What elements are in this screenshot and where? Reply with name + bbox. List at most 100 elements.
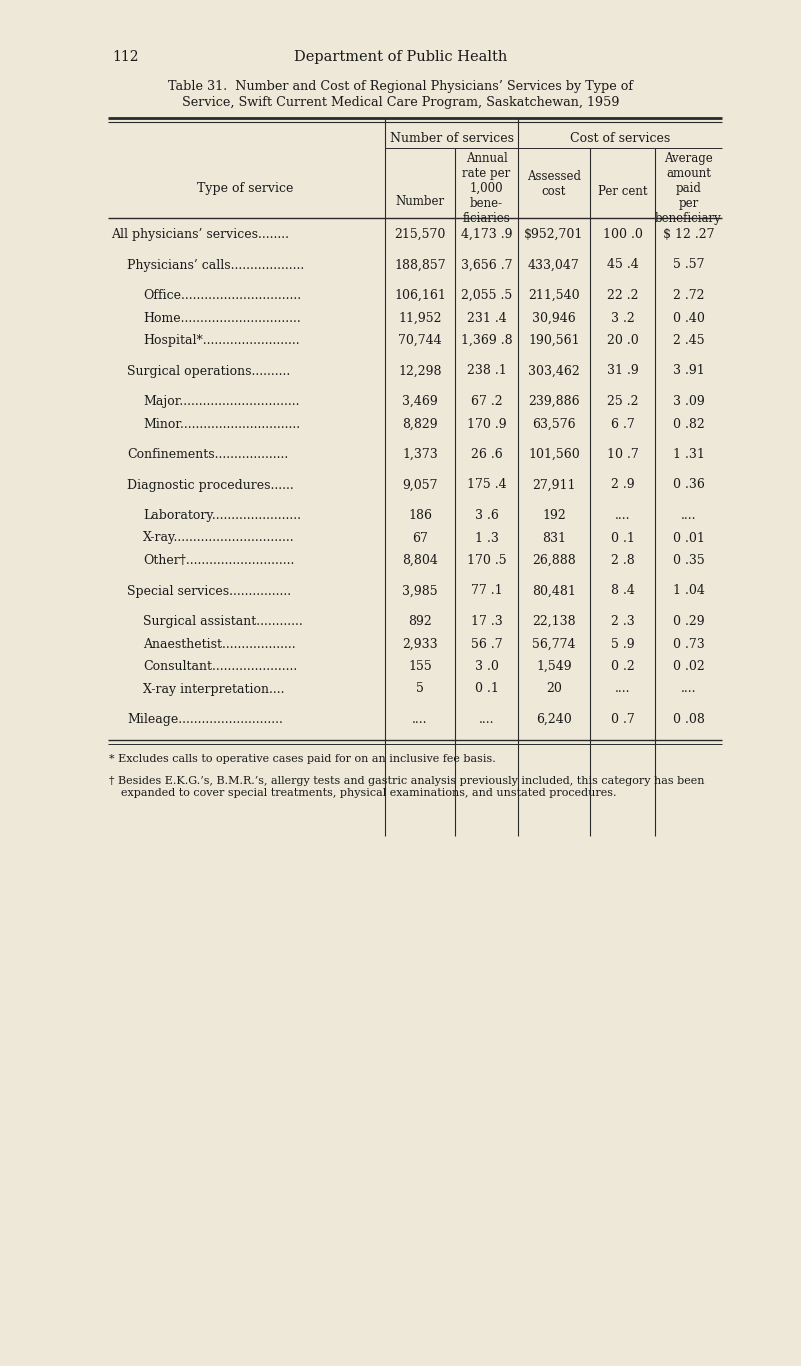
Text: 6,240: 6,240 bbox=[536, 713, 572, 725]
Text: Type of service: Type of service bbox=[197, 182, 293, 195]
Text: 25 .2: 25 .2 bbox=[606, 395, 638, 408]
Text: Service, Swift Current Medical Care Program, Saskatchewan, 1959: Service, Swift Current Medical Care Prog… bbox=[183, 96, 620, 109]
Text: 239,886: 239,886 bbox=[528, 395, 580, 408]
Text: 190,561: 190,561 bbox=[528, 335, 580, 347]
Text: Office...............................: Office............................... bbox=[143, 290, 301, 302]
Text: Anaesthetist...................: Anaesthetist................... bbox=[143, 638, 296, 650]
Text: 1 .04: 1 .04 bbox=[673, 585, 704, 597]
Text: Assessed
cost: Assessed cost bbox=[527, 169, 581, 198]
Text: 0 .7: 0 .7 bbox=[610, 713, 634, 725]
Text: 10 .7: 10 .7 bbox=[606, 448, 638, 460]
Text: 303,462: 303,462 bbox=[528, 365, 580, 377]
Text: $952,701: $952,701 bbox=[525, 228, 584, 240]
Text: Mileage...........................: Mileage........................... bbox=[127, 713, 283, 725]
Text: 5 .57: 5 .57 bbox=[673, 258, 704, 272]
Text: Home...............................: Home............................... bbox=[143, 311, 300, 325]
Text: 175 .4: 175 .4 bbox=[467, 478, 506, 492]
Text: 31 .9: 31 .9 bbox=[606, 365, 638, 377]
Text: 3 .09: 3 .09 bbox=[673, 395, 704, 408]
Text: 0 .35: 0 .35 bbox=[673, 555, 704, 567]
Text: 17 .3: 17 .3 bbox=[471, 615, 502, 628]
Text: ....: .... bbox=[614, 683, 630, 695]
Text: 188,857: 188,857 bbox=[394, 258, 446, 272]
Text: 0 .40: 0 .40 bbox=[673, 311, 704, 325]
Text: † Besides E.K.G.’s, B.M.R.’s, allergy tests and gastric analysis previously incl: † Besides E.K.G.’s, B.M.R.’s, allergy te… bbox=[109, 776, 705, 785]
Text: 433,047: 433,047 bbox=[528, 258, 580, 272]
Text: 56,774: 56,774 bbox=[532, 638, 576, 650]
Text: Major...............................: Major............................... bbox=[143, 395, 300, 408]
Text: ....: .... bbox=[681, 683, 696, 695]
Text: 211,540: 211,540 bbox=[528, 290, 580, 302]
Text: 892: 892 bbox=[409, 615, 432, 628]
Text: 0 .73: 0 .73 bbox=[673, 638, 704, 650]
Text: Physicians’ calls...................: Physicians’ calls................... bbox=[127, 258, 304, 272]
Text: ....: .... bbox=[614, 510, 630, 522]
Text: 8,829: 8,829 bbox=[402, 418, 438, 430]
Text: 2 .72: 2 .72 bbox=[673, 290, 704, 302]
Text: 112: 112 bbox=[112, 51, 139, 64]
Text: 80,481: 80,481 bbox=[532, 585, 576, 597]
Text: Consultant......................: Consultant...................... bbox=[143, 660, 297, 673]
Text: 0 .36: 0 .36 bbox=[673, 478, 704, 492]
Text: Other†............................: Other†............................ bbox=[143, 555, 295, 567]
Text: 8,804: 8,804 bbox=[402, 555, 438, 567]
Text: 3,985: 3,985 bbox=[402, 585, 438, 597]
Text: 77 .1: 77 .1 bbox=[471, 585, 502, 597]
Text: Table 31.  Number and Cost of Regional Physicians’ Services by Type of: Table 31. Number and Cost of Regional Ph… bbox=[168, 81, 634, 93]
Text: Special services................: Special services................ bbox=[127, 585, 291, 597]
Text: 11,952: 11,952 bbox=[398, 311, 441, 325]
Text: 101,560: 101,560 bbox=[528, 448, 580, 460]
Text: 155: 155 bbox=[409, 660, 432, 673]
Text: 30,946: 30,946 bbox=[532, 311, 576, 325]
Text: 2,933: 2,933 bbox=[402, 638, 438, 650]
Text: Annual
rate per
1,000
bene-
ficiaries: Annual rate per 1,000 bene- ficiaries bbox=[462, 152, 510, 225]
Text: 3 .91: 3 .91 bbox=[673, 365, 704, 377]
Text: Per cent: Per cent bbox=[598, 184, 647, 198]
Text: 0 .1: 0 .1 bbox=[474, 683, 498, 695]
Text: 4,173 .9: 4,173 .9 bbox=[461, 228, 513, 240]
Text: All physicians’ services........: All physicians’ services........ bbox=[111, 228, 289, 240]
Text: Average
amount
paid
per
beneficiary: Average amount paid per beneficiary bbox=[655, 152, 722, 225]
Text: Diagnostic procedures......: Diagnostic procedures...... bbox=[127, 478, 294, 492]
Text: 1,369 .8: 1,369 .8 bbox=[461, 335, 513, 347]
Text: 5 .9: 5 .9 bbox=[610, 638, 634, 650]
Text: 0 .82: 0 .82 bbox=[673, 418, 704, 430]
Text: 26,888: 26,888 bbox=[532, 555, 576, 567]
Text: 45 .4: 45 .4 bbox=[606, 258, 638, 272]
Text: 231 .4: 231 .4 bbox=[467, 311, 506, 325]
Text: Surgical assistant............: Surgical assistant............ bbox=[143, 615, 303, 628]
Text: 56 .7: 56 .7 bbox=[471, 638, 502, 650]
Text: 0 .02: 0 .02 bbox=[673, 660, 704, 673]
Text: 9,057: 9,057 bbox=[402, 478, 438, 492]
Text: 831: 831 bbox=[542, 531, 566, 545]
Text: 2,055 .5: 2,055 .5 bbox=[461, 290, 512, 302]
Text: 22 .2: 22 .2 bbox=[606, 290, 638, 302]
Text: 0 .08: 0 .08 bbox=[673, 713, 704, 725]
Text: 1,549: 1,549 bbox=[536, 660, 572, 673]
Text: * Excludes calls to operative cases paid for on an inclusive fee basis.: * Excludes calls to operative cases paid… bbox=[109, 754, 496, 764]
Text: 0 .29: 0 .29 bbox=[673, 615, 704, 628]
Text: 67: 67 bbox=[412, 531, 428, 545]
Text: 2 .8: 2 .8 bbox=[610, 555, 634, 567]
Text: Laboratory.......................: Laboratory....................... bbox=[143, 510, 301, 522]
Text: X-ray interpretation....: X-ray interpretation.... bbox=[143, 683, 284, 695]
Text: X-ray...............................: X-ray............................... bbox=[143, 531, 295, 545]
Text: 1 .3: 1 .3 bbox=[474, 531, 498, 545]
Text: 3,656 .7: 3,656 .7 bbox=[461, 258, 513, 272]
Text: 1,373: 1,373 bbox=[402, 448, 438, 460]
Text: 100 .0: 100 .0 bbox=[602, 228, 642, 240]
Text: Minor...............................: Minor............................... bbox=[143, 418, 300, 430]
Text: expanded to cover special treatments, physical examinations, and unstated proced: expanded to cover special treatments, ph… bbox=[121, 788, 617, 799]
Text: 2 .3: 2 .3 bbox=[610, 615, 634, 628]
Text: 70,744: 70,744 bbox=[398, 335, 442, 347]
Text: 20: 20 bbox=[546, 683, 562, 695]
Text: 186: 186 bbox=[408, 510, 432, 522]
Text: 8 .4: 8 .4 bbox=[610, 585, 634, 597]
Text: ....: .... bbox=[413, 713, 428, 725]
Text: 170 .9: 170 .9 bbox=[467, 418, 506, 430]
Text: 5: 5 bbox=[416, 683, 424, 695]
Text: 3 .6: 3 .6 bbox=[474, 510, 498, 522]
Text: 6 .7: 6 .7 bbox=[610, 418, 634, 430]
Text: 67 .2: 67 .2 bbox=[471, 395, 502, 408]
Text: Confinements...................: Confinements................... bbox=[127, 448, 288, 460]
